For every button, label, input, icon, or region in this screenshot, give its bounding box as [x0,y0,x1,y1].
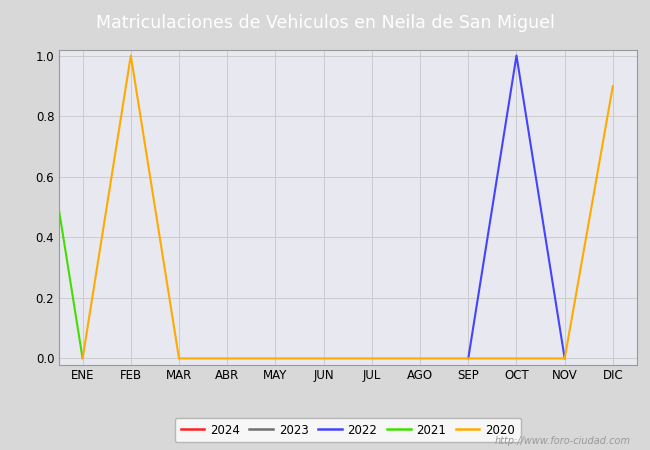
Text: http://www.foro-ciudad.com: http://www.foro-ciudad.com [495,436,630,446]
Legend: 2024, 2023, 2022, 2021, 2020: 2024, 2023, 2022, 2021, 2020 [175,418,521,442]
Text: Matriculaciones de Vehiculos en Neila de San Miguel: Matriculaciones de Vehiculos en Neila de… [96,14,554,32]
